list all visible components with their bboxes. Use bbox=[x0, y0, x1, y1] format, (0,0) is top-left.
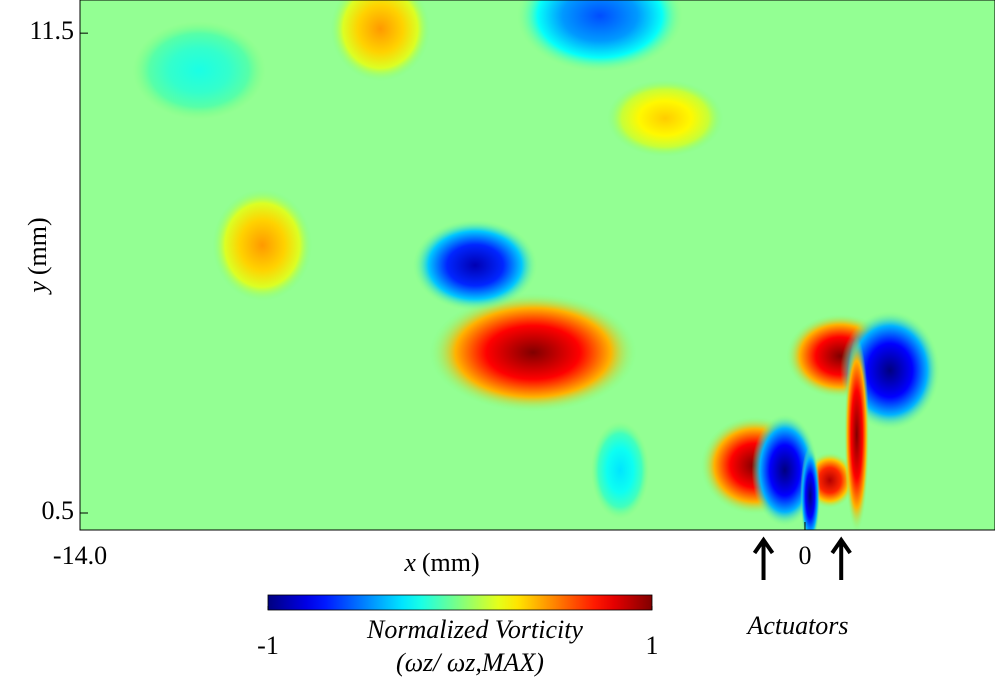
y-axis-var: y bbox=[23, 281, 52, 296]
vortex bbox=[212, 189, 312, 301]
y-axis-unit: (mm) bbox=[23, 217, 52, 275]
vortex bbox=[591, 421, 650, 520]
x-tick-label: -14.0 bbox=[53, 541, 107, 570]
x-axis-var: x bbox=[403, 548, 416, 577]
vortex bbox=[412, 219, 538, 311]
colorbar-label: Normalized Vorticity bbox=[366, 615, 583, 644]
colorbar-tick-label: -1 bbox=[257, 631, 279, 660]
vortex bbox=[844, 336, 870, 530]
y-axis-label: y (mm) bbox=[23, 217, 52, 295]
x-axis-unit: (mm) bbox=[422, 548, 480, 577]
vortex bbox=[132, 21, 266, 120]
actuator-arrow bbox=[752, 536, 775, 580]
field bbox=[80, 0, 995, 530]
x-axis-label: x (mm) bbox=[403, 548, 479, 577]
vortex bbox=[429, 293, 637, 412]
y-tick-label: 0.5 bbox=[42, 496, 75, 525]
vortex bbox=[517, 0, 683, 72]
vortex bbox=[330, 0, 431, 82]
plot-frame bbox=[79, 0, 995, 531]
x-tick-label: 0 bbox=[798, 541, 811, 570]
annotation: Actuators bbox=[745, 611, 848, 640]
vortex bbox=[607, 79, 724, 157]
y-tick-label: 11.5 bbox=[29, 16, 74, 45]
colorbar-sublabel: (ωz/ ωz,MAX) bbox=[396, 648, 544, 677]
vortex bbox=[800, 446, 821, 530]
actuator-arrow bbox=[830, 536, 852, 580]
colorbar bbox=[267, 594, 653, 611]
colorbar-tick-label: 1 bbox=[646, 631, 659, 660]
